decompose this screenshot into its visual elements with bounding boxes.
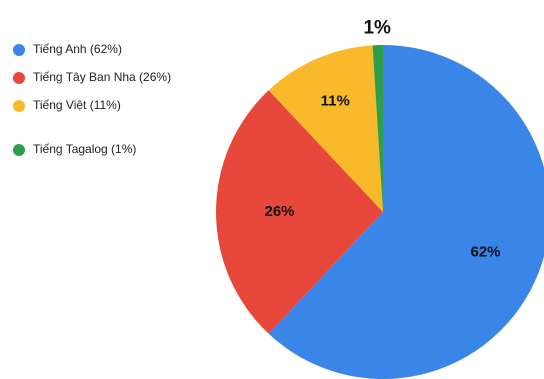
pie-slices: [215, 45, 544, 379]
legend-label-1: Tiếng Anh (62%): [33, 42, 122, 56]
legend-swatch-3: [13, 100, 25, 112]
pie-slice-4: [372, 45, 383, 212]
data-label-3: 11%: [321, 93, 350, 110]
legend-label-4: Tiếng Tagalog (1%): [33, 142, 136, 156]
legend-label-3: Tiếng Việt (11%): [33, 98, 121, 112]
legend: Tiếng Anh (62%) Tiếng Tây Ban Nha (26%) Ti…: [13, 42, 171, 156]
legend-label-2: Tiếng Tây Ban Nha (26%): [33, 70, 171, 84]
pie-data-labels: 62% 26% 11% 1%: [264, 17, 500, 260]
legend-swatch-2: [13, 72, 25, 84]
pie-slice-3: [268, 45, 383, 212]
pie-slice-1: [268, 45, 544, 379]
legend-swatch-1: [13, 44, 25, 56]
data-label-4: 1%: [363, 17, 391, 38]
data-label-1: 62%: [470, 244, 500, 261]
legend-swatch-4: [13, 144, 25, 156]
pie-slice-2: [215, 90, 383, 334]
data-label-2: 26%: [264, 203, 294, 220]
